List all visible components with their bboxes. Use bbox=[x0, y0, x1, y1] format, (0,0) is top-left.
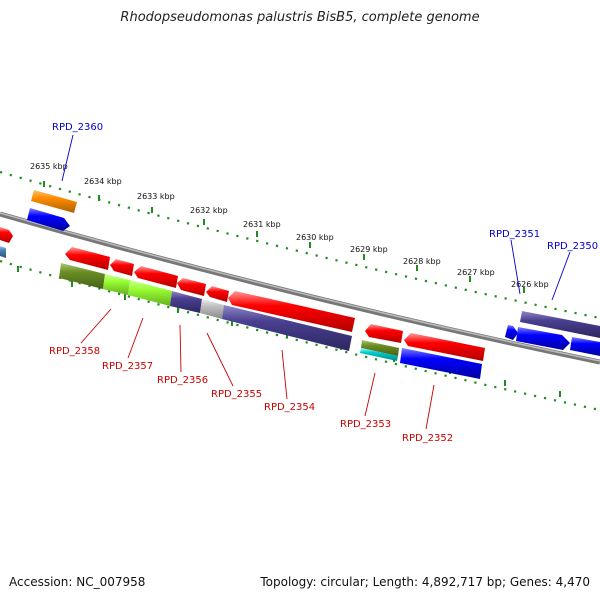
gene-feature bbox=[360, 348, 398, 361]
gene-feature bbox=[228, 291, 355, 332]
scale-label: 2631 kbp bbox=[243, 220, 281, 229]
gene-feature bbox=[0, 227, 13, 243]
accession-text: Accession: NC_007958 bbox=[9, 575, 146, 589]
gene-RPD_2358-olive bbox=[59, 263, 105, 289]
gene-feature bbox=[404, 333, 485, 361]
reverse-genes bbox=[59, 247, 485, 379]
gene-label-top: RPD_2360 bbox=[52, 122, 103, 133]
genome-summary-text: Topology: circular; Length: 4,892,717 bp… bbox=[260, 575, 590, 589]
scale-label: 2629 kbp bbox=[350, 245, 388, 254]
gene-RPD_2353-olive bbox=[361, 340, 399, 356]
gene-feature bbox=[110, 259, 134, 276]
forward-genes bbox=[0, 190, 600, 356]
gene-RPD_2356-navy bbox=[170, 291, 202, 313]
gene-labels: RPD_2360 RPD_2351 RPD_2350 RPD_2358 RPD_… bbox=[49, 122, 598, 444]
genome-title: Rhodopseudomonas palustris BisB5, comple… bbox=[120, 10, 480, 25]
scale-label: 2633 kbp bbox=[137, 192, 175, 201]
gene-label-top: RPD_2350 bbox=[547, 241, 598, 252]
gene-RPD_2351-navy bbox=[520, 311, 600, 338]
scale-label: 2634 kbp bbox=[84, 177, 122, 186]
gene-label-top: RPD_2351 bbox=[489, 229, 540, 240]
outer-scale-track bbox=[0, 170, 600, 320]
scale-label: 2630 kbp bbox=[296, 233, 334, 242]
gene-feature bbox=[0, 246, 6, 258]
gene-feature bbox=[570, 337, 600, 356]
gene-feature bbox=[128, 280, 172, 306]
scale-label: 2632 kbp bbox=[190, 206, 228, 215]
outer-major-ticks bbox=[43, 181, 525, 293]
gene-label-bottom: RPD_2355 bbox=[211, 389, 262, 400]
scale-label: 2627 kbp bbox=[457, 268, 495, 277]
gene-feature bbox=[206, 286, 229, 302]
label-leader-lines bbox=[61, 134, 571, 430]
gene-label-bottom: RPD_2356 bbox=[157, 375, 208, 386]
gene-RPD_2350-blue bbox=[516, 327, 570, 350]
gene-label-bottom: RPD_2352 bbox=[402, 433, 453, 444]
gene-RPD_2360-orange bbox=[31, 190, 77, 213]
genome-backbone bbox=[0, 211, 600, 365]
gene-RPD_2354-navy bbox=[222, 305, 352, 351]
genome-backbone-highlight bbox=[0, 212, 600, 362]
gene-RPD_2352-blue bbox=[400, 348, 482, 379]
gene-feature bbox=[505, 325, 518, 340]
gene-feature bbox=[65, 247, 110, 270]
gene-label-bottom: RPD_2357 bbox=[102, 361, 153, 372]
scale-label: 2626 kbp bbox=[511, 280, 549, 289]
gene-label-bottom: RPD_2358 bbox=[49, 346, 100, 357]
scale-labels: 2635 kbp 2634 kbp 2633 kbp 2632 kbp 2631… bbox=[30, 162, 549, 289]
scale-label: 2628 kbp bbox=[403, 257, 441, 266]
gene-feature bbox=[134, 266, 178, 288]
gene-label-bottom: RPD_2353 bbox=[340, 419, 391, 430]
inner-scale-track bbox=[0, 259, 600, 412]
gene-label-bottom: RPD_2354 bbox=[264, 402, 315, 413]
gene-feature bbox=[27, 208, 70, 231]
gene-feature bbox=[365, 324, 403, 343]
gene-RPD_2357-lime bbox=[103, 274, 130, 295]
scale-label: 2635 kbp bbox=[30, 162, 68, 171]
gene-RPD_2355-gray bbox=[200, 299, 224, 319]
gene-feature bbox=[177, 278, 206, 296]
